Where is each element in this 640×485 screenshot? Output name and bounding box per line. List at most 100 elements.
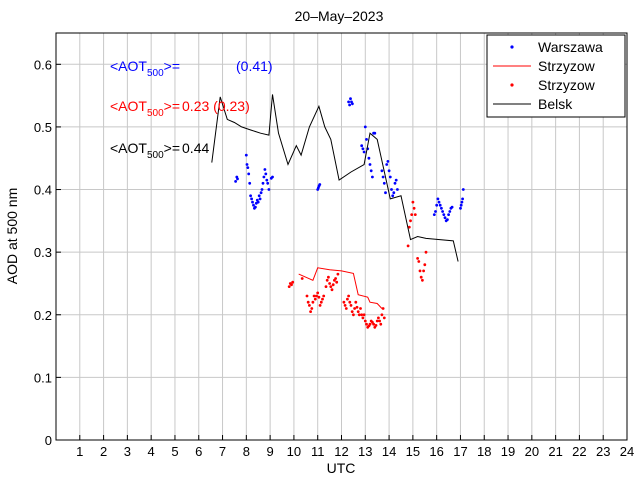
axis-layer: 1 2 3 4 5 6 7 8 9 10 11 12 13 14 15 16 17 18 19 20 21 22 23 240… (34, 57, 634, 459)
strzyzow-point (325, 278, 329, 282)
legend-entry-belsk: Belsk (493, 96, 573, 112)
warszawa-point (254, 205, 257, 209)
strzyzow-point (344, 307, 348, 310)
y-tick-label: 0 (45, 433, 52, 448)
x-tick-label: 22 (572, 444, 586, 459)
strzyzow-point (343, 304, 347, 307)
warszawa-point (438, 203, 442, 207)
warszawa-point (387, 169, 391, 173)
strzyzow-point (322, 294, 326, 298)
x-tick-label: 15 (406, 444, 420, 459)
strzyzow-point (318, 304, 322, 307)
legend-box (486, 34, 626, 118)
warszawa-point (446, 218, 449, 222)
series-warszawa-dots (234, 97, 465, 223)
strzyzow-point (418, 269, 422, 273)
warszawa-point (388, 175, 392, 179)
strzyzow-point (309, 310, 312, 313)
strzyzow-point (334, 277, 337, 280)
warszawa-point (432, 213, 436, 217)
warszawa-point (267, 188, 271, 191)
x-tick-label: 4 (148, 444, 155, 459)
strzyzow-point (361, 316, 365, 320)
strzyzow-point (377, 316, 380, 320)
series-layer (211, 94, 465, 329)
warszawa-point (392, 191, 396, 195)
strzyzow-point (365, 322, 368, 326)
warszawa-point (256, 200, 260, 204)
x-tick-label: 11 (311, 444, 325, 459)
strzyzow-point (406, 244, 410, 248)
strzyzow-point (305, 294, 309, 298)
strzyzow-point (321, 297, 324, 301)
x-tick-label: 20 (525, 444, 539, 459)
strzyzow-point (417, 260, 421, 263)
warszawa-point (263, 168, 267, 171)
warszawa-point (450, 205, 454, 209)
warszawa-point (448, 210, 452, 213)
belsk-line (211, 94, 459, 262)
warszawa-point (361, 147, 365, 151)
warszawa-point (351, 102, 354, 106)
warszawa-point (394, 178, 398, 182)
warszawa-point (234, 180, 238, 183)
warszawa-point (461, 188, 465, 191)
x-tick-label: 12 (334, 444, 348, 459)
strzyzow-point (407, 225, 411, 229)
x-axis-label: UTC (327, 460, 356, 476)
warszawa-point (260, 188, 264, 191)
strzyzow-point (350, 310, 354, 313)
strzyzow-point (359, 307, 362, 310)
strzyzow-point (291, 280, 295, 284)
legend-dot-marker (510, 45, 514, 49)
strzyzow-point (290, 283, 293, 287)
strzyzow-point (310, 307, 314, 310)
grid-layer (56, 33, 628, 440)
warszawa-point (442, 213, 446, 217)
strzyzow-point (382, 316, 386, 320)
strzyzow-point (330, 288, 334, 292)
warszawa-point (369, 169, 373, 173)
x-tick-label: 16 (429, 444, 443, 459)
x-tick-label: 19 (501, 444, 515, 459)
warszawa-point (252, 203, 255, 207)
strzyzow-point (324, 285, 328, 288)
warszawa-point (236, 177, 239, 181)
warszawa-point (386, 160, 390, 163)
warszawa-point (381, 175, 385, 179)
x-tick-label: 18 (477, 444, 491, 459)
legend: Warszawa Strzyzow Strzyzow Belsk (486, 34, 626, 118)
warszawa-point (360, 144, 364, 148)
warszawa-point (244, 153, 248, 157)
strzyzow-point (413, 213, 417, 217)
warszawa-point (443, 216, 447, 220)
series-belsk-line (211, 94, 459, 262)
strzyzow-point (357, 313, 361, 317)
warszawa-point (440, 206, 443, 210)
series-strzyzow-dots (287, 200, 428, 329)
legend-entry-strzyzow: Strzyzow (510, 77, 596, 93)
strzyzow-point (355, 305, 359, 309)
warszawa-point (261, 181, 265, 185)
warszawa-point (250, 197, 254, 201)
strzyzow-point (348, 300, 352, 304)
strzyzow-point (410, 213, 414, 217)
strzyzow-point (423, 263, 427, 267)
strzyzow-point (328, 282, 331, 285)
warszawa-point (434, 210, 437, 213)
strzyzow-point (313, 297, 317, 301)
warszawa-point (437, 200, 441, 204)
y-tick-label: 0.4 (34, 183, 52, 198)
strzyzow-point (375, 319, 379, 323)
warszawa-point (435, 203, 439, 207)
strzyzow-point (342, 300, 346, 304)
legend-entry-strzyzow: Strzyzow (493, 58, 596, 74)
strzyzow-point (352, 313, 355, 317)
warszawa-point (461, 197, 464, 201)
x-tick-label: 24 (620, 444, 634, 459)
x-tick-label: 1 (76, 444, 83, 459)
warszawa-point (441, 210, 444, 213)
strzyzow-point (409, 219, 412, 223)
legend-entry-warszawa: Warszawa (510, 39, 603, 55)
strzyzow-point (378, 319, 381, 323)
